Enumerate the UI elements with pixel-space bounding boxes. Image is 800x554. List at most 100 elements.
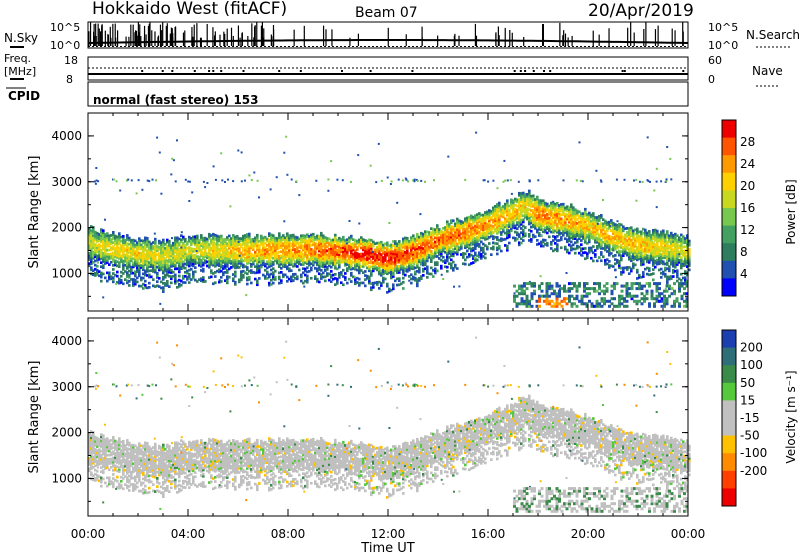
echo-cell — [268, 257, 271, 260]
echo-cell — [352, 242, 355, 246]
echo-cell — [590, 226, 593, 229]
echo-cell — [482, 232, 485, 236]
echo-cell — [564, 208, 567, 212]
echo-cell — [302, 257, 305, 260]
echo-cell — [508, 231, 511, 235]
echo-cell — [552, 202, 555, 205]
echo-cell — [96, 258, 99, 262]
echo-cell — [382, 280, 385, 284]
echo-cell — [390, 264, 393, 267]
echo-cell — [448, 237, 451, 241]
echo-cell — [136, 276, 139, 280]
echo-cell — [644, 243, 647, 246]
echo-cell — [312, 257, 315, 261]
echo-cell — [344, 259, 347, 263]
echo-cell — [88, 262, 91, 265]
echo-cell — [226, 250, 229, 254]
echo-cell — [246, 233, 249, 236]
echo-cell — [576, 244, 579, 248]
echo-cell — [152, 263, 155, 267]
echo-cell — [220, 247, 223, 250]
echo-cell — [108, 275, 111, 279]
echo-cell — [218, 280, 221, 284]
echo-cell — [618, 241, 621, 245]
echo-cell — [188, 239, 191, 243]
echo-cell — [356, 281, 359, 284]
echo-cell — [362, 261, 365, 264]
echo-cell — [150, 265, 153, 268]
echo-cell — [186, 269, 189, 273]
echo-cell — [466, 243, 469, 247]
echo-cell — [264, 254, 267, 258]
echo-cell — [174, 281, 177, 285]
echo-cell — [156, 245, 159, 248]
echo-cell — [178, 254, 181, 257]
echo-cell — [340, 240, 343, 243]
echo-cell — [246, 276, 249, 280]
echo-cell — [304, 261, 307, 265]
echo-cell — [224, 238, 227, 241]
echo-cell — [144, 286, 147, 289]
echo-cell — [322, 265, 325, 269]
echo-cell — [554, 237, 557, 241]
echo-cell — [116, 254, 119, 257]
echo-cell — [404, 263, 407, 267]
echo-cell — [234, 270, 237, 274]
echo-cell — [96, 240, 99, 243]
echo-cell — [454, 251, 457, 255]
echo-cell — [448, 245, 451, 249]
echo-cell — [354, 282, 357, 286]
echo-cell — [336, 244, 339, 248]
echo-cell — [636, 250, 639, 253]
echo-cell — [184, 281, 187, 284]
echo-cell — [542, 238, 545, 242]
echo-cell — [656, 244, 659, 247]
echo-cell — [436, 230, 439, 233]
echo-cell — [166, 269, 169, 273]
echo-cell — [634, 249, 637, 252]
echo-cell — [428, 241, 431, 245]
echo-cell — [126, 279, 129, 283]
echo-cell — [314, 248, 317, 252]
echo-cell — [276, 261, 279, 265]
echo-cell — [118, 279, 121, 283]
echo-cell — [516, 212, 519, 216]
echo-cell — [160, 255, 163, 259]
echo-cell — [344, 239, 347, 242]
echo-cell — [276, 247, 279, 251]
echo-cell — [204, 251, 207, 254]
echo-cell — [206, 241, 209, 245]
echo-cell — [228, 244, 231, 248]
echo-cell — [98, 270, 101, 273]
echo-cell — [168, 266, 171, 270]
echo-cell — [184, 270, 187, 274]
echo-cell — [446, 269, 449, 273]
echo-cell — [202, 253, 205, 257]
echo-cell — [682, 239, 685, 243]
echo-cell — [354, 257, 357, 261]
echo-cell — [450, 252, 453, 255]
echo-cell — [210, 269, 213, 272]
echo-cell — [686, 273, 689, 277]
echo-cell — [168, 264, 171, 268]
echo-cell — [470, 241, 473, 245]
echo-cell — [502, 213, 505, 217]
echo-cell — [554, 223, 557, 227]
echo-cell — [154, 258, 157, 262]
echo-cell — [646, 250, 649, 253]
echo-cell — [464, 262, 467, 266]
echo-cell — [104, 237, 107, 240]
echo-cell — [150, 250, 153, 254]
echo-cell — [248, 257, 251, 261]
echo-cell — [168, 254, 171, 257]
echo-cell — [108, 244, 111, 248]
echo-cell — [444, 240, 447, 244]
echo-cell — [244, 248, 247, 252]
echo-cell — [686, 257, 689, 260]
echo-cell — [160, 286, 163, 290]
echo-cell — [92, 234, 95, 237]
echo-cell — [654, 261, 657, 265]
echo-cell — [480, 226, 483, 229]
echo-cell — [342, 268, 345, 272]
echo-cell — [274, 243, 277, 246]
